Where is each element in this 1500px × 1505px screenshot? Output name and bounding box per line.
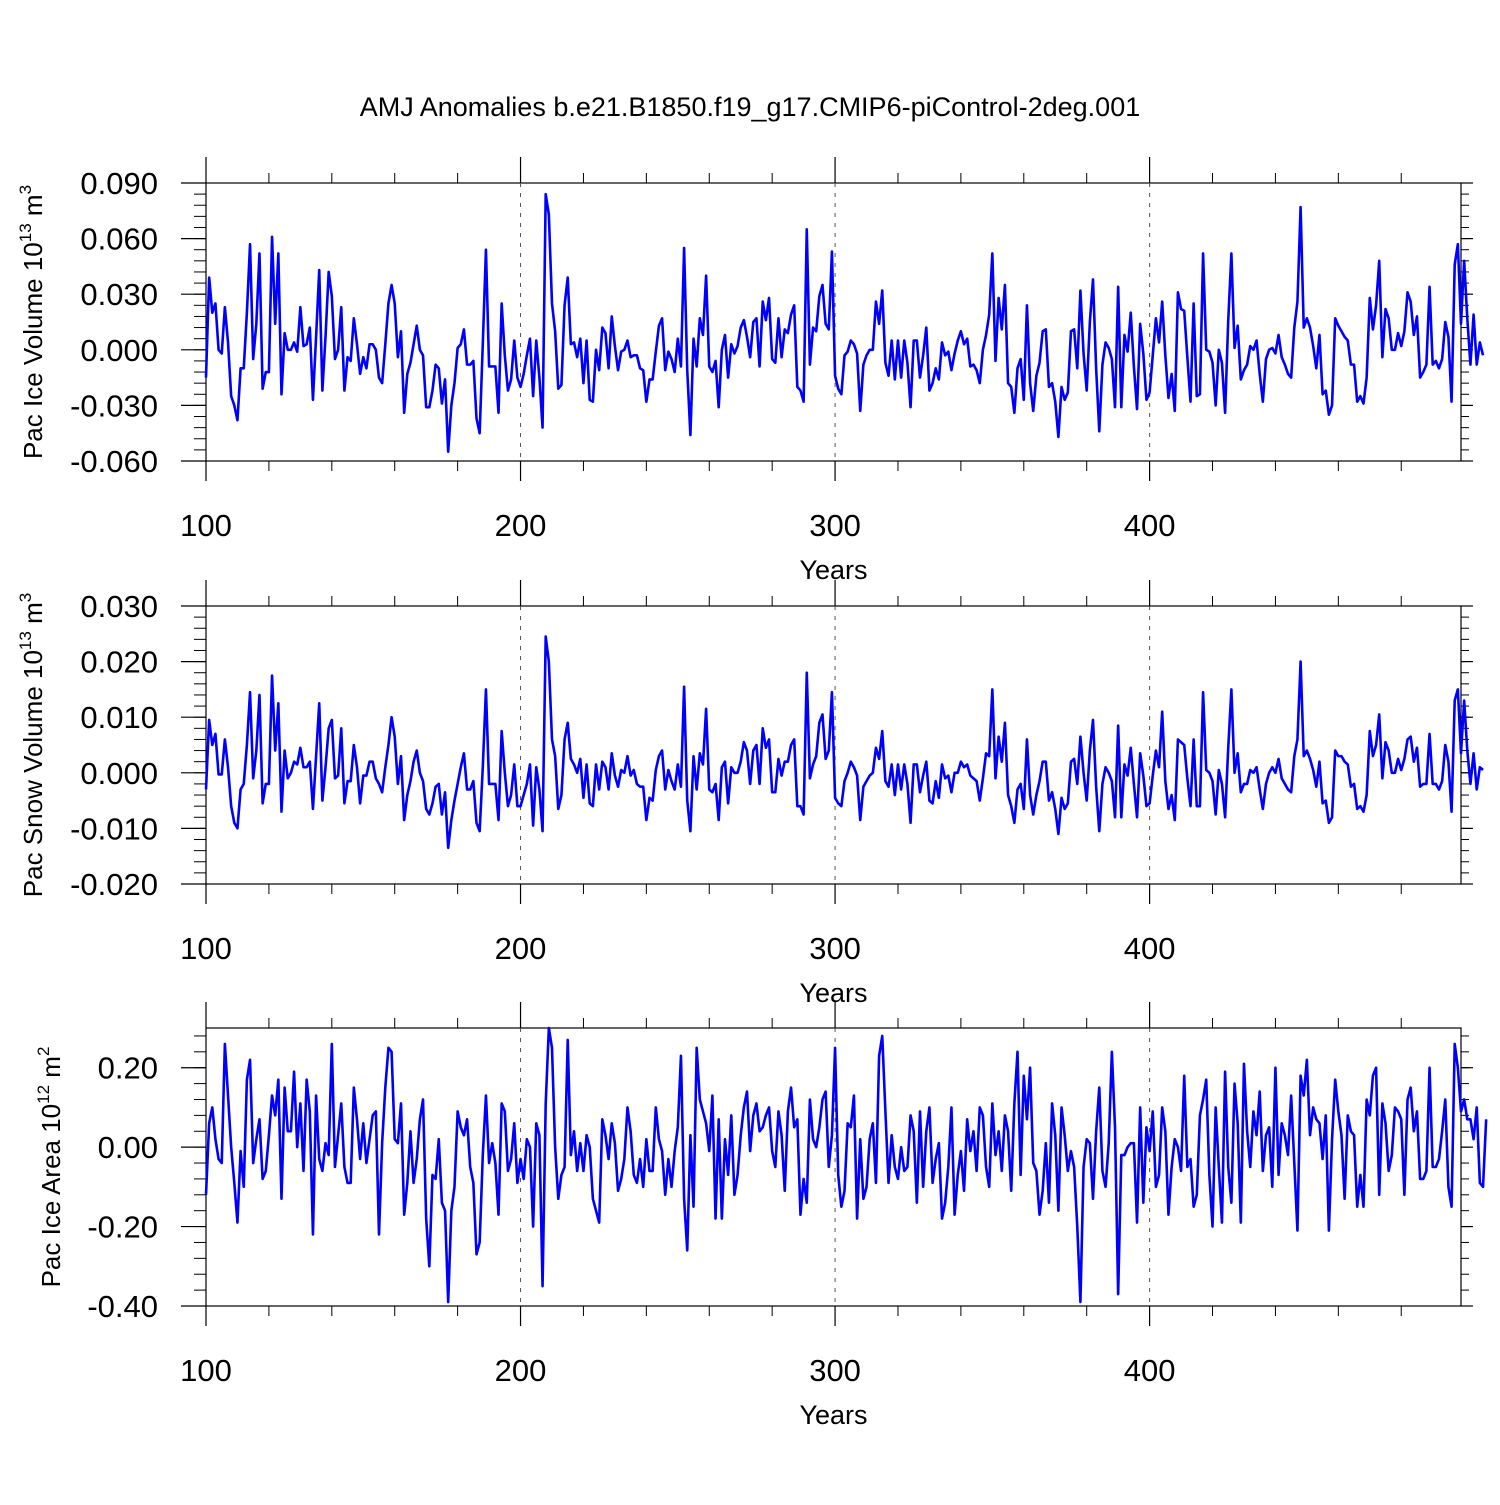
y-axis-label-part: 2 xyxy=(34,1047,53,1056)
panel-2: 100 200 300 400 -0.020 -0.010 0.000 0.010 0.020 0… xyxy=(16,580,1484,1008)
y-tick-label: -0.20 xyxy=(87,1210,158,1245)
y-tick-label: 0.030 xyxy=(80,277,158,312)
series-line xyxy=(204,635,1484,850)
x-tick-label: 300 xyxy=(809,1353,861,1388)
y-tick-label: 0.000 xyxy=(80,756,158,791)
x-tick-label: 100 xyxy=(180,931,232,966)
y-tick-label: 0.000 xyxy=(80,333,158,368)
y-axis-label-part: Pac Ice Volume 10 xyxy=(18,242,48,459)
x-tick-label: 300 xyxy=(809,931,861,966)
x-tick-label: 400 xyxy=(1124,1353,1176,1388)
y-axis-label-part: Pac Snow Volume 10 xyxy=(18,650,48,897)
x-tick-label: 400 xyxy=(1124,508,1176,543)
x-tick-label: 200 xyxy=(495,508,547,543)
x-tick-label: 400 xyxy=(1124,931,1176,966)
x-tick-label: 100 xyxy=(180,1353,232,1388)
y-axis-label-part: m xyxy=(18,602,48,631)
y-axis-label-part: m xyxy=(36,1056,66,1085)
y-tick-label: -0.030 xyxy=(70,388,158,423)
y-axis-label-part: 3 xyxy=(16,185,35,194)
x-axis-label: Years xyxy=(799,1400,867,1430)
y-tick-label: 0.00 xyxy=(98,1130,158,1165)
y-tick-label: 0.030 xyxy=(80,589,158,624)
x-axis-label: Years xyxy=(799,555,867,585)
y-axis-label-part: 13 xyxy=(16,223,35,242)
figure-title: AMJ Anomalies b.e21.B1850.f19_g17.CMIP6-… xyxy=(359,92,1141,122)
series-line xyxy=(204,1026,1488,1304)
y-tick-label: -0.060 xyxy=(70,444,158,479)
panel-3: 100 200 300 400 -0.40 -0.20 0.00 0.20 Years Pac I… xyxy=(34,1002,1488,1430)
x-tick-label: 200 xyxy=(495,931,547,966)
x-tick-label: 100 xyxy=(180,508,232,543)
y-axis-label-part: 12 xyxy=(34,1085,53,1104)
x-tick-label: 300 xyxy=(809,508,861,543)
y-tick-label: 0.20 xyxy=(98,1051,158,1086)
y-tick-label: -0.010 xyxy=(70,811,158,846)
y-tick-label: 0.090 xyxy=(80,166,158,201)
y-axis-label: Pac Ice Area 1012 m2 xyxy=(34,1047,66,1288)
x-tick-label: 200 xyxy=(495,1353,547,1388)
y-tick-label: 0.060 xyxy=(80,222,158,257)
series-line xyxy=(204,192,1485,454)
y-axis-label-part: Pac Ice Area 10 xyxy=(36,1104,66,1288)
panel-1: 100 200 300 400 -0.060 -0.030 0.000 0.030 0.060 0… xyxy=(16,157,1485,585)
y-axis-label-part: 13 xyxy=(16,631,35,650)
y-tick-label: -0.40 xyxy=(87,1289,158,1324)
y-axis-label: Pac Ice Volume 1013 m3 xyxy=(16,185,48,459)
y-tick-label: 0.020 xyxy=(80,645,158,680)
y-tick-label: -0.020 xyxy=(70,867,158,902)
y-tick-label: 0.010 xyxy=(80,700,158,735)
y-axis-label-part: m xyxy=(18,194,48,223)
y-axis-label-part: 3 xyxy=(16,593,35,602)
y-axis-label: Pac Snow Volume 1013 m3 xyxy=(16,593,48,897)
x-axis-label: Years xyxy=(799,978,867,1008)
